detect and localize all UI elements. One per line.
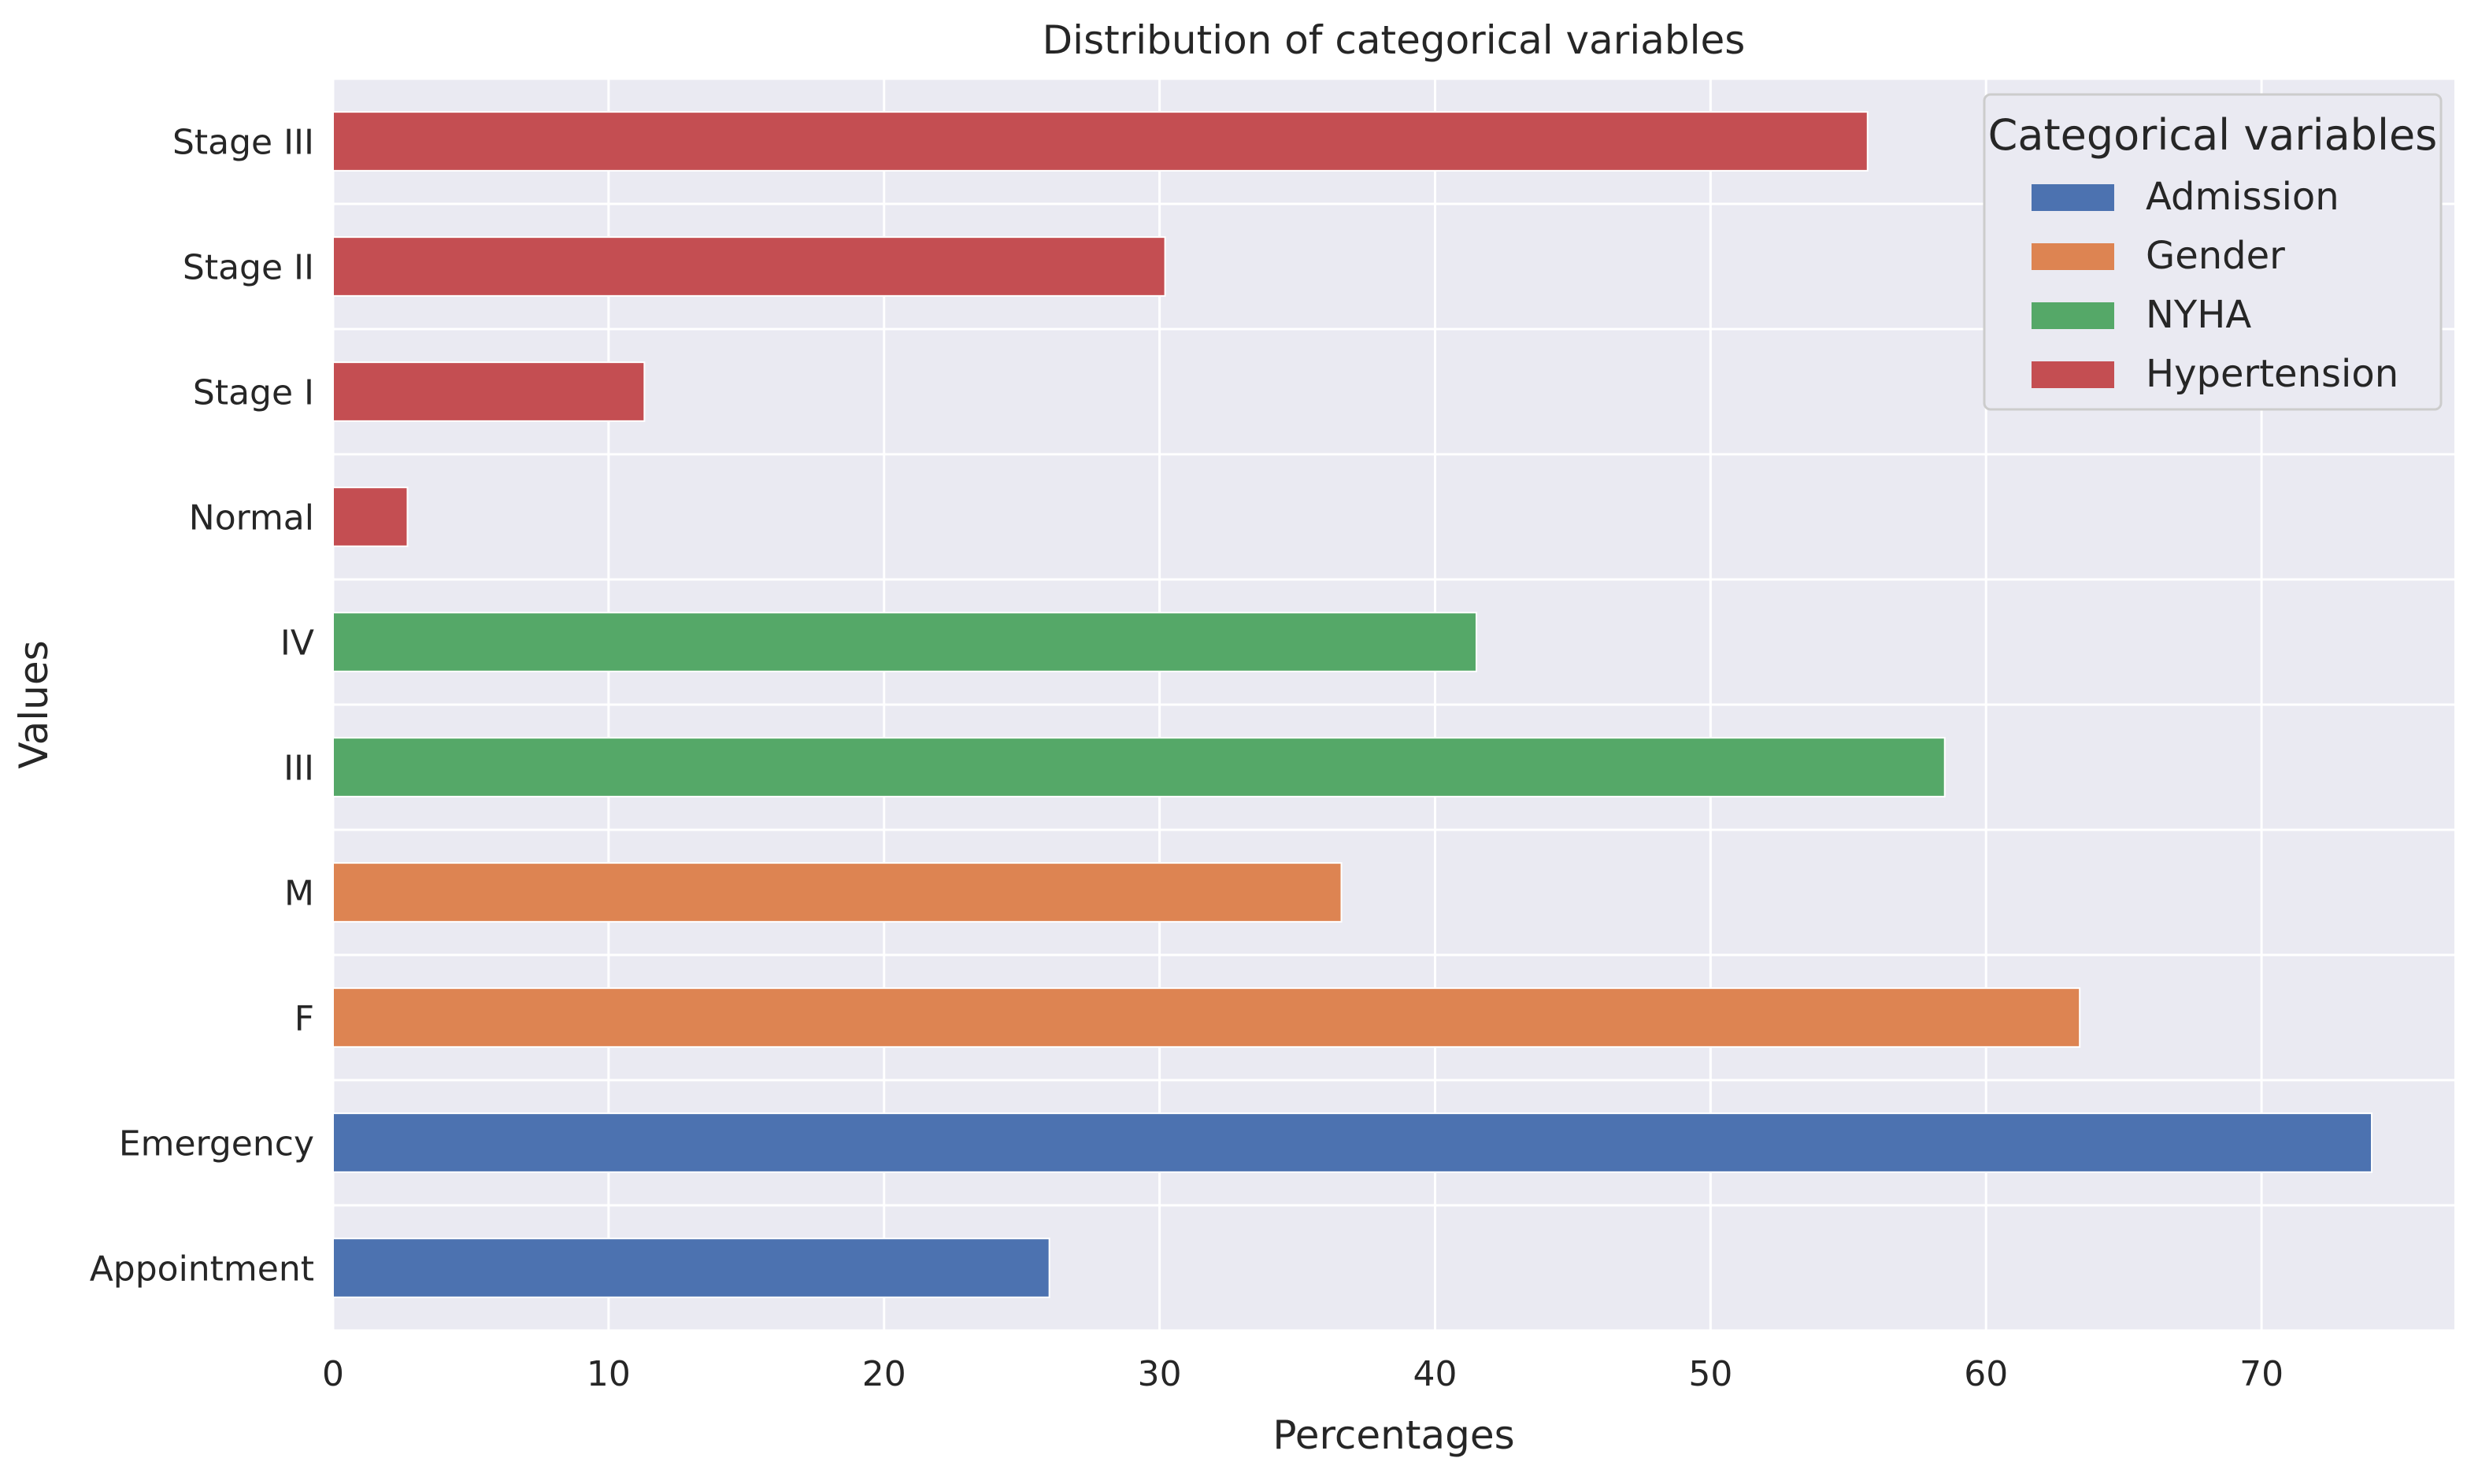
legend-title: Categorical variables xyxy=(1988,110,2438,160)
y-tick-label: F xyxy=(294,999,314,1039)
y-axis-ticks: Appointment Emergency F M III IV Normal Stage I… xyxy=(90,123,314,1290)
legend-item-nyha: NYHA xyxy=(2032,293,2251,337)
legend-swatch xyxy=(2032,361,2114,388)
bar-stage-i xyxy=(332,361,646,422)
bar-m xyxy=(332,862,1343,923)
legend-items: Admission Gender NYHA Hypertension xyxy=(2032,175,2398,396)
x-axis-ticks: 0 10 20 30 40 50 60 70 xyxy=(322,1354,2284,1394)
y-tick-label: Stage III xyxy=(172,123,314,163)
bar-stage-iii xyxy=(332,111,1869,172)
y-tick-label: Appointment xyxy=(90,1249,314,1290)
y-tick-label: Normal xyxy=(189,498,314,538)
y-tick-label: Stage I xyxy=(193,373,314,413)
bar-iii xyxy=(332,737,1946,798)
x-tick-label: 40 xyxy=(1413,1354,1457,1394)
x-tick-label: 0 xyxy=(322,1354,344,1394)
x-axis-label: Percentages xyxy=(1272,1412,1514,1458)
y-tick-label: III xyxy=(283,749,314,789)
bar-f xyxy=(332,987,2081,1048)
y-tick-label: Stage II xyxy=(183,248,314,288)
legend-label: NYHA xyxy=(2146,293,2251,337)
bars xyxy=(332,111,2373,1298)
x-tick-label: 70 xyxy=(2239,1354,2284,1394)
bar-appointment xyxy=(332,1238,1050,1298)
legend-item-admission: Admission xyxy=(2032,175,2339,219)
y-tick-label: M xyxy=(284,874,314,914)
legend-box xyxy=(1983,93,2443,411)
y-axis-label: Values xyxy=(11,640,57,768)
bar-iv xyxy=(332,612,1477,672)
bar-emergency xyxy=(332,1112,2373,1173)
legend-item-hypertension: Hypertension xyxy=(2032,352,2398,396)
legend-swatch xyxy=(2032,243,2114,270)
legend-item-gender: Gender xyxy=(2032,234,2285,278)
x-tick-label: 30 xyxy=(1138,1354,1182,1394)
x-tick-label: 10 xyxy=(587,1354,631,1394)
legend: Categorical variables Admission Gender NYH… xyxy=(1983,93,2443,411)
legend-label: Admission xyxy=(2146,175,2339,219)
legend-label: Hypertension xyxy=(2146,352,2398,396)
x-tick-label: 50 xyxy=(1688,1354,1732,1394)
chart-title: Distribution of categorical variables xyxy=(1043,17,1746,63)
y-tick-label: IV xyxy=(280,624,314,664)
bar-normal xyxy=(332,487,409,547)
legend-label: Gender xyxy=(2146,234,2285,278)
x-tick-label: 60 xyxy=(1964,1354,2008,1394)
legend-swatch xyxy=(2032,184,2114,211)
bar-stage-ii xyxy=(332,236,1166,297)
y-tick-label: Emergency xyxy=(119,1124,314,1164)
legend-swatch xyxy=(2032,302,2114,329)
x-tick-label: 20 xyxy=(862,1354,906,1394)
